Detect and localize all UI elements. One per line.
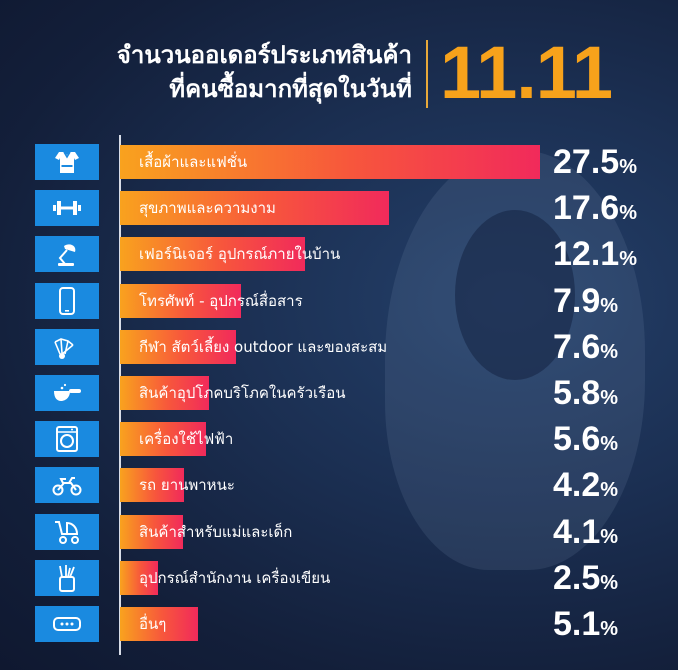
bar — [120, 237, 305, 271]
data-label: 5.1% — [553, 602, 618, 646]
category-icon-box — [35, 329, 99, 365]
data-label: 17.6% — [553, 186, 637, 230]
data-label-value: 4.2 — [553, 466, 601, 504]
data-label: 5.8% — [553, 371, 618, 415]
data-label-unit: % — [600, 572, 619, 594]
bar-row: อุปกรณ์สำนักงาน เครื่องเขียน 2.5% — [0, 559, 678, 597]
data-label-unit: % — [600, 618, 619, 640]
category-icon-box — [35, 514, 99, 550]
bar-row: โทรศัพท์ - อุปกรณ์สื่อสาร 7.9% — [0, 282, 678, 320]
bar-row: เครื่องใช้ไฟฟ้า 5.6% — [0, 420, 678, 458]
bar — [120, 191, 389, 225]
data-label: 7.6% — [553, 325, 618, 369]
bar — [120, 607, 198, 641]
category-icon-box — [35, 467, 99, 503]
bar — [120, 468, 184, 502]
bar-row: รถ ยานพาหนะ 4.2% — [0, 466, 678, 504]
data-label-unit: % — [619, 248, 637, 270]
category-icon-box — [35, 144, 99, 180]
data-label: 4.1% — [553, 510, 618, 554]
data-label-value: 2.5 — [553, 559, 601, 597]
bar-row: สินค้าอุปโภคบริโภคในครัวเรือน 5.8% — [0, 374, 678, 412]
data-label-value: 7.6 — [553, 328, 601, 366]
category-icon-box — [35, 375, 99, 411]
bar — [120, 284, 241, 318]
category-label: กีฬา สัตว์เลี้ยง outdoor และของสะสม — [139, 338, 388, 356]
more-icon — [53, 617, 81, 631]
data-label-unit: % — [600, 295, 619, 317]
category-icon-box — [35, 606, 99, 642]
title-line-2: ที่คนซื้อมากที่สุดในวันที่ — [169, 75, 412, 103]
title-divider — [426, 40, 428, 108]
stroller-icon — [55, 521, 79, 544]
date-heading: 11.11 — [440, 31, 613, 114]
data-label-value: 27.5 — [553, 143, 620, 181]
category-label: เฟอร์นิเจอร์ อุปกรณ์ภายในบ้าน — [139, 245, 341, 263]
pencil-cup-icon — [59, 565, 75, 592]
data-label-unit: % — [600, 341, 619, 363]
chart-title: จำนวนออเดอร์ประเภทสินค้า ที่คนซื้อมากที่… — [82, 38, 412, 106]
data-label: 12.1% — [553, 232, 637, 276]
data-label-value: 4.1 — [553, 513, 601, 551]
data-label-value: 5.8 — [553, 374, 601, 412]
bar-row: สินค้าสำหรับแม่และเด็ก 4.1% — [0, 513, 678, 551]
dumbbell-icon — [53, 201, 81, 215]
category-label: สินค้าสำหรับแม่และเด็ก — [139, 523, 293, 541]
data-label: 7.9% — [553, 279, 618, 323]
bar-row: เสื้อผ้าและแฟชั่น 27.5% — [0, 143, 678, 181]
data-label-value: 5.6 — [553, 420, 601, 458]
category-label: สุขภาพและความงาม — [139, 199, 276, 217]
data-label-unit: % — [619, 202, 637, 224]
bar-row: สุขภาพและความงาม 17.6% — [0, 189, 678, 227]
category-label: รถ ยานพาหนะ — [139, 476, 235, 494]
data-label-unit: % — [619, 156, 637, 178]
bar-row: กีฬา สัตว์เลี้ยง outdoor และของสะสม 7.6% — [0, 328, 678, 366]
bar — [120, 422, 206, 456]
data-label-unit: % — [600, 526, 619, 548]
bar — [120, 561, 158, 595]
phone-icon — [59, 287, 75, 315]
washing-machine-icon — [56, 426, 78, 452]
bar — [120, 145, 540, 179]
data-label-unit: % — [600, 433, 619, 455]
data-label-unit: % — [600, 387, 619, 409]
data-label-value: 5.1 — [553, 605, 601, 643]
bar — [120, 515, 183, 549]
motorcycle-icon — [52, 477, 82, 496]
category-icon-box — [35, 283, 99, 319]
data-label-value: 12.1 — [553, 235, 620, 273]
category-icon-box — [35, 421, 99, 457]
data-label-value: 7.9 — [553, 282, 601, 320]
data-label: 27.5% — [553, 140, 637, 184]
category-label: เครื่องใช้ไฟฟ้า — [139, 430, 234, 448]
category-label: อุปกรณ์สำนักงาน เครื่องเขียน — [139, 569, 331, 587]
category-label: อื่นๆ — [139, 615, 167, 633]
data-label-unit: % — [600, 479, 619, 501]
bar — [120, 330, 236, 364]
clothing-icon — [55, 151, 79, 173]
background-decoration-hole — [455, 210, 575, 380]
data-label: 5.6% — [553, 417, 618, 461]
measuring-scoop-icon — [54, 383, 81, 401]
category-label: เสื้อผ้าและแฟชั่น — [139, 153, 248, 171]
data-label: 4.2% — [553, 463, 618, 507]
data-label-value: 17.6 — [553, 189, 620, 227]
category-icon-box — [35, 236, 99, 272]
shuttlecock-icon — [54, 338, 74, 359]
bar-row: อื่นๆ 5.1% — [0, 605, 678, 643]
data-label: 2.5% — [553, 556, 618, 600]
bar-row: เฟอร์นิเจอร์ อุปกรณ์ภายในบ้าน 12.1% — [0, 235, 678, 273]
bar — [120, 376, 209, 410]
category-label: โทรศัพท์ - อุปกรณ์สื่อสาร — [139, 292, 303, 310]
category-icon-box — [35, 560, 99, 596]
title-line-1: จำนวนออเดอร์ประเภทสินค้า — [116, 41, 412, 69]
lamp-icon — [58, 244, 76, 266]
category-icon-box — [35, 190, 99, 226]
category-label: สินค้าอุปโภคบริโภคในครัวเรือน — [139, 384, 346, 402]
